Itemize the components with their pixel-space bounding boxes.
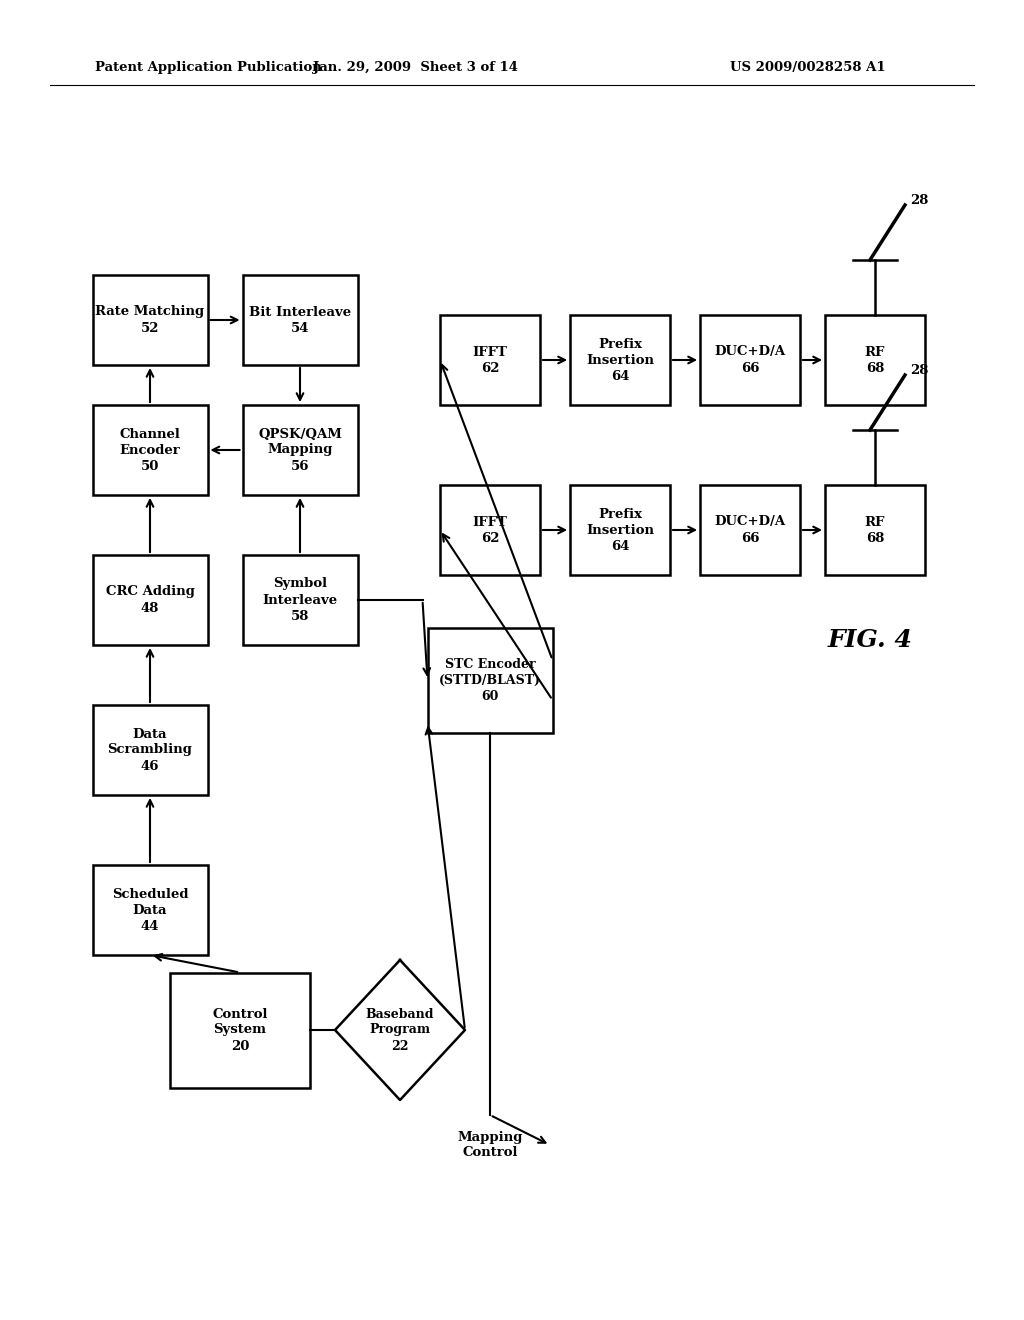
Text: Scheduled
Data
44: Scheduled Data 44	[112, 887, 188, 932]
Bar	[92, 705, 208, 795]
Text: Patent Application Publication: Patent Application Publication	[95, 62, 322, 74]
Text: US 2009/0028258 A1: US 2009/0028258 A1	[730, 62, 886, 74]
Text: QPSK/QAM
Mapping
56: QPSK/QAM Mapping 56	[258, 428, 342, 473]
Text: STC Encoder
(STTD/BLAST)
60: STC Encoder (STTD/BLAST) 60	[439, 657, 541, 702]
Text: Channel
Encoder
50: Channel Encoder 50	[120, 428, 180, 473]
Bar	[243, 275, 357, 366]
Text: 28: 28	[910, 363, 929, 376]
Text: CRC Adding
48: CRC Adding 48	[105, 586, 195, 615]
Text: Control
System
20: Control System 20	[212, 1007, 267, 1052]
Text: FIG. 4: FIG. 4	[827, 628, 912, 652]
Bar	[243, 405, 357, 495]
Text: RF
68: RF 68	[865, 346, 885, 375]
Bar	[700, 315, 800, 405]
Text: 28: 28	[910, 194, 929, 206]
Bar	[170, 973, 310, 1088]
Bar	[825, 484, 925, 576]
Bar	[92, 554, 208, 645]
Text: Data
Scrambling
46: Data Scrambling 46	[108, 727, 193, 772]
Bar	[440, 315, 540, 405]
Bar	[427, 627, 553, 733]
Bar	[440, 484, 540, 576]
Bar	[243, 554, 357, 645]
Text: Prefix
Insertion
64: Prefix Insertion 64	[586, 338, 654, 383]
Text: RF
68: RF 68	[865, 516, 885, 544]
Text: DUC+D/A
66: DUC+D/A 66	[715, 516, 785, 544]
Text: DUC+D/A
66: DUC+D/A 66	[715, 346, 785, 375]
Text: Mapping
Control: Mapping Control	[458, 1131, 522, 1159]
Text: Prefix
Insertion
64: Prefix Insertion 64	[586, 507, 654, 553]
Bar	[700, 484, 800, 576]
Bar	[570, 315, 670, 405]
Bar	[92, 865, 208, 954]
Text: IFFT
62: IFFT 62	[472, 516, 508, 544]
Text: Baseband
Program
22: Baseband Program 22	[366, 1007, 434, 1052]
Bar	[825, 315, 925, 405]
Text: IFFT
62: IFFT 62	[472, 346, 508, 375]
Text: Symbol
Interleave
58: Symbol Interleave 58	[262, 578, 338, 623]
Text: Bit Interleave
54: Bit Interleave 54	[249, 305, 351, 334]
Bar	[570, 484, 670, 576]
Text: Jan. 29, 2009  Sheet 3 of 14: Jan. 29, 2009 Sheet 3 of 14	[312, 62, 517, 74]
Bar	[92, 275, 208, 366]
Bar	[92, 405, 208, 495]
Text: Rate Matching
52: Rate Matching 52	[95, 305, 205, 334]
